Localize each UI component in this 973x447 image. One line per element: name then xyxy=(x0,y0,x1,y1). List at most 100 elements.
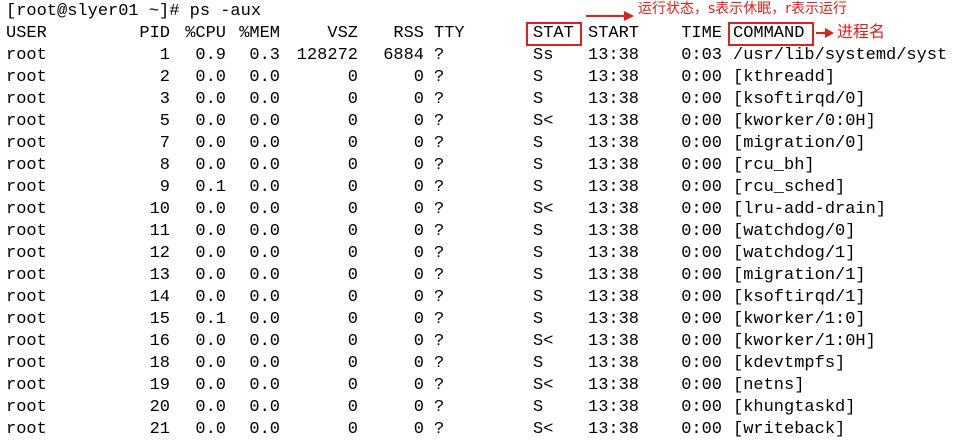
cell-tty: ? xyxy=(434,332,445,351)
cell-vsz: 0 xyxy=(347,112,358,131)
cell-time: 0:00 xyxy=(681,178,722,197)
table-row: root 20 0.0 0.0 0 0? S 13:38 0:00 [khungtaskd] xyxy=(0,397,973,419)
cell-stat: S xyxy=(533,288,544,307)
cell-pid: 16 xyxy=(149,332,170,351)
cell-vsz: 0 xyxy=(347,244,358,263)
cell-rss: 0 xyxy=(413,156,424,175)
cell-user: root xyxy=(6,112,47,131)
cell-tty: ? xyxy=(434,420,445,439)
cell-cpu: 0.0 xyxy=(195,112,226,131)
header-tty: TTY xyxy=(434,24,465,43)
cell-mem: 0.0 xyxy=(249,266,280,285)
cell-tty: ? xyxy=(434,354,445,373)
cell-rss: 0 xyxy=(413,200,424,219)
table-row: root 13 0.0 0.0 0 0? S 13:38 0:00 [migration/1] xyxy=(0,265,973,287)
cell-cpu: 0.0 xyxy=(195,266,226,285)
cell-tty: ? xyxy=(434,288,445,307)
cell-mem: 0.0 xyxy=(249,134,280,153)
cell-user: root xyxy=(6,200,47,219)
cell-pid: 15 xyxy=(149,310,170,329)
command-arrow-icon xyxy=(816,28,834,38)
header-rss: RSS xyxy=(393,24,424,43)
cell-pid: 2 xyxy=(159,68,170,87)
command-prompt: [root@slyer01 ~]# ps -aux xyxy=(6,2,262,21)
cell-vsz: 0 xyxy=(347,398,358,417)
cell-mem: 0.0 xyxy=(249,178,280,197)
cell-time: 0:00 xyxy=(681,420,722,439)
table-row: root 8 0.0 0.0 0 0? S 13:38 0:00 [rcu_bh] xyxy=(0,155,973,177)
cell-start: 13:38 xyxy=(588,68,640,87)
cell-command: [kworker/0:0H] xyxy=(733,112,876,131)
cell-user: root xyxy=(6,420,47,439)
cell-rss: 0 xyxy=(413,398,424,417)
table-row: root 11 0.0 0.0 0 0? S 13:38 0:00 [watchdog/0] xyxy=(0,221,973,243)
cell-tty: ? xyxy=(434,156,445,175)
cell-vsz: 0 xyxy=(347,310,358,329)
cell-user: root xyxy=(6,288,47,307)
header-stat: STAT xyxy=(533,24,574,43)
cell-user: root xyxy=(6,244,47,263)
cell-command: [kworker/1:0H] xyxy=(733,332,876,351)
cell-tty: ? xyxy=(434,68,445,87)
header-command: COMMAND xyxy=(733,24,805,43)
cell-time: 0:00 xyxy=(681,354,722,373)
cell-rss: 0 xyxy=(413,420,424,439)
cell-start: 13:38 xyxy=(588,376,640,395)
table-row: root 2 0.0 0.0 0 0? S 13:38 0:00 [kthreadd] xyxy=(0,67,973,89)
cell-mem: 0.0 xyxy=(249,244,280,263)
table-row: root 1 0.9 0.3 128272 6884? Ss 13:38 0:03/usr/li… xyxy=(0,45,973,67)
cell-stat: S xyxy=(533,310,544,329)
command-highlight-box xyxy=(728,22,814,46)
cell-command: [kworker/1:0] xyxy=(733,310,866,329)
cell-vsz: 0 xyxy=(347,376,358,395)
cell-cpu: 0.0 xyxy=(195,90,226,109)
cell-rss: 0 xyxy=(413,266,424,285)
cell-mem: 0.0 xyxy=(249,222,280,241)
cell-vsz: 0 xyxy=(347,156,358,175)
cell-tty: ? xyxy=(434,244,445,263)
cell-time: 0:00 xyxy=(681,244,722,263)
cell-command: [watchdog/0] xyxy=(733,222,856,241)
cell-start: 13:38 xyxy=(588,244,640,263)
cell-command: [rcu_bh] xyxy=(733,156,815,175)
cell-tty: ? xyxy=(434,90,445,109)
cell-vsz: 128272 xyxy=(296,46,358,65)
cell-mem: 0.0 xyxy=(249,354,280,373)
command-annotation: 进程名 xyxy=(837,22,886,41)
cell-mem: 0.0 xyxy=(249,288,280,307)
header-time: TIME xyxy=(681,24,722,43)
cell-rss: 0 xyxy=(413,354,424,373)
cell-time: 0:00 xyxy=(681,90,722,109)
cell-time: 0:00 xyxy=(681,200,722,219)
cell-command: [kthreadd] xyxy=(733,68,836,87)
table-row: root 18 0.0 0.0 0 0? S 13:38 0:00 [kdevtmpfs] xyxy=(0,353,973,375)
stat-arrow-icon xyxy=(586,11,634,21)
cell-rss: 0 xyxy=(413,332,424,351)
cell-vsz: 0 xyxy=(347,134,358,153)
cell-pid: 18 xyxy=(149,354,170,373)
cell-pid: 20 xyxy=(149,398,170,417)
cell-start: 13:38 xyxy=(588,420,640,439)
cell-pid: 7 xyxy=(159,134,170,153)
cell-start: 13:38 xyxy=(588,288,640,307)
cell-command: [migration/1] xyxy=(733,266,866,285)
cell-time: 0:00 xyxy=(681,222,722,241)
cell-start: 13:38 xyxy=(588,46,640,65)
cell-time: 0:00 xyxy=(681,112,722,131)
cell-vsz: 0 xyxy=(347,200,358,219)
cell-pid: 3 xyxy=(159,90,170,109)
cell-user: root xyxy=(6,310,47,329)
cell-rss: 0 xyxy=(413,90,424,109)
cell-start: 13:38 xyxy=(588,222,640,241)
cell-vsz: 0 xyxy=(347,266,358,285)
table-row: root 12 0.0 0.0 0 0? S 13:38 0:00 [watchdog/1] xyxy=(0,243,973,265)
cell-tty: ? xyxy=(434,222,445,241)
cell-tty: ? xyxy=(434,112,445,131)
cell-cpu: 0.0 xyxy=(195,244,226,263)
cell-mem: 0.0 xyxy=(249,156,280,175)
cell-user: root xyxy=(6,156,47,175)
cell-time: 0:03 xyxy=(681,46,722,65)
table-row: root 15 0.1 0.0 0 0? S 13:38 0:00 [kworker/1:0] xyxy=(0,309,973,331)
table-header: USER PID %CPU %MEM VSZ RSS TTY STAT STAR… xyxy=(0,23,973,45)
